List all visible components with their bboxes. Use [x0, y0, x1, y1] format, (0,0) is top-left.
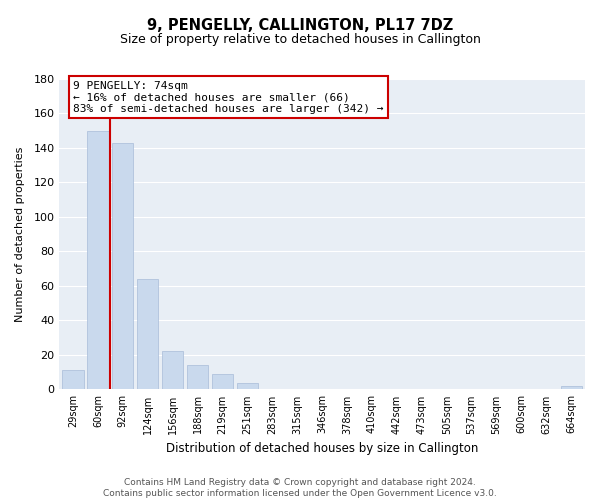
Text: Size of property relative to detached houses in Callington: Size of property relative to detached ho… [119, 32, 481, 46]
Text: Contains HM Land Registry data © Crown copyright and database right 2024.
Contai: Contains HM Land Registry data © Crown c… [103, 478, 497, 498]
Bar [561, 386, 582, 390]
Bar [137, 279, 158, 390]
Y-axis label: Number of detached properties: Number of detached properties [15, 146, 25, 322]
Bar [88, 130, 109, 390]
Text: 9, PENGELLY, CALLINGTON, PL17 7DZ: 9, PENGELLY, CALLINGTON, PL17 7DZ [147, 18, 453, 32]
Bar [212, 374, 233, 390]
Bar [237, 382, 258, 390]
Text: 9 PENGELLY: 74sqm
← 16% of detached houses are smaller (66)
83% of semi-detached: 9 PENGELLY: 74sqm ← 16% of detached hous… [73, 80, 384, 114]
Bar [162, 352, 183, 390]
Bar [112, 143, 133, 390]
X-axis label: Distribution of detached houses by size in Callington: Distribution of detached houses by size … [166, 442, 478, 455]
Bar [187, 366, 208, 390]
Bar [62, 370, 83, 390]
